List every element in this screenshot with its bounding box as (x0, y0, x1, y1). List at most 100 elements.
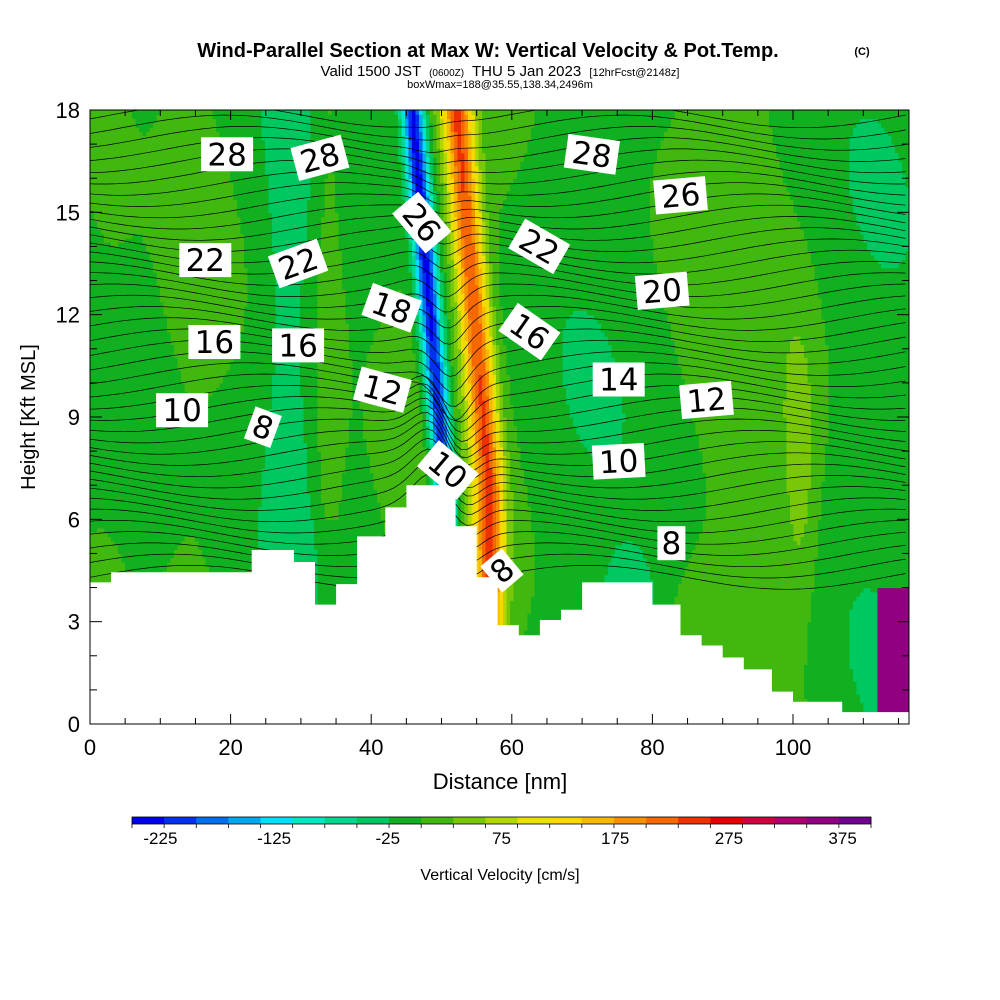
colorbar-swatch (774, 817, 808, 824)
theta-contour-line (90, 428, 906, 481)
colorbar-swatch (356, 817, 390, 824)
colorbar-tick-label: -225 (143, 829, 177, 848)
colorbar-tick-label: 375 (828, 829, 856, 848)
theta-label: 12 (679, 380, 734, 421)
theta-label-text: 28 (207, 137, 246, 173)
theta-label-text: 14 (599, 363, 638, 399)
colorbar-swatch (517, 817, 551, 824)
theta-contour-line (90, 317, 906, 361)
colorbar-swatch (806, 817, 840, 824)
colorbar-swatch (646, 817, 679, 824)
colorbar-swatch (613, 817, 647, 824)
y-axis-label: Height [Kft MSL] (18, 344, 40, 490)
colorbar-tick-label: 75 (492, 829, 511, 848)
theta-contour-line (90, 419, 906, 474)
colorbar-label: Vertical Velocity [cm/s] (420, 867, 579, 884)
theta-label: 26 (653, 176, 708, 216)
theta-contour-line (90, 383, 906, 433)
valid-prefix: Valid 1500 JST (321, 63, 421, 80)
colorbar-swatch (228, 817, 261, 824)
y-tick-label: 9 (68, 405, 80, 430)
theta-contour-line (90, 473, 906, 523)
colorbar-swatch (421, 817, 454, 824)
theta-label-text: 28 (570, 135, 614, 176)
y-tick-label: 0 (68, 712, 80, 737)
theta-contour-line (90, 114, 906, 141)
colorbar-frame (131, 816, 872, 825)
theta-contour-line (90, 306, 906, 345)
y-tick-label: 18 (56, 98, 80, 123)
theta-label-text: 26 (659, 177, 701, 216)
valid-time: Valid 1500 JST (0600Z) THU 5 Jan 2023 [1… (321, 63, 680, 80)
theta-contour-line (90, 204, 906, 230)
theta-contour-line (90, 126, 906, 153)
colorbar-swatch (260, 817, 294, 824)
y-tick-label: 3 (68, 610, 80, 635)
theta-label: 8 (657, 526, 686, 562)
colorbar-swatch (838, 817, 872, 824)
forecast-info: [12hrFcst@2148z] (589, 67, 679, 79)
theta-contour-line (90, 373, 906, 423)
colorbar-swatch (549, 817, 583, 824)
theta-label-text: 12 (685, 381, 727, 420)
x-tick-label: 40 (359, 735, 383, 760)
colorbar-swatch (196, 817, 229, 824)
colorbar-swatch (132, 817, 165, 824)
valid-date: THU 5 Jan 2023 (472, 63, 581, 80)
theta-label: 16 (188, 325, 241, 361)
colorbar-swatch (453, 817, 486, 824)
theta-label-text: 20 (641, 272, 683, 311)
terrain (90, 485, 909, 724)
theta-contour-line (90, 294, 906, 329)
colorbar-swatch (710, 817, 743, 824)
colorbar-swatch (581, 817, 615, 824)
theta-contour-line (90, 501, 906, 545)
x-tick-label: 0 (84, 735, 96, 760)
theta-label-text: 10 (162, 393, 201, 429)
x-tick-label: 20 (218, 735, 242, 760)
colorbar: -225 -125 -25 75 175 275 375 (131, 816, 872, 848)
x-tick-label: 60 (500, 735, 524, 760)
theta-label: 14 (592, 362, 645, 399)
colorbar-swatch (389, 817, 422, 824)
theta-contour-line (90, 397, 906, 451)
axes: 0 20 40 60 80 100 0 3 6 9 12 15 18 (56, 98, 909, 760)
theta-contour-line (90, 515, 906, 556)
theta-contour-line (90, 362, 906, 421)
x-tick-label: 80 (640, 735, 664, 760)
x-axis-label: Distance [nm] (433, 769, 568, 794)
theta-contour-line (90, 110, 906, 129)
colorbar-swatch (164, 817, 197, 824)
colorbar-swatch (742, 817, 776, 824)
theta-contour-line (90, 182, 906, 207)
theta-label: 28 (563, 133, 621, 176)
theta-contour-line (90, 193, 906, 219)
theta-contour-line (90, 448, 906, 500)
y-tick-label: 15 (56, 200, 80, 225)
colorbar-tick-label: 275 (715, 829, 743, 848)
theta-label: 28 (201, 137, 254, 173)
theta-contour-line (90, 530, 906, 568)
theta-contour-line (90, 261, 906, 286)
theta-contour-line (90, 214, 906, 241)
theta-contour-line (90, 412, 906, 466)
theta-label-text: 16 (195, 325, 234, 361)
theta-contour-line (90, 460, 906, 511)
y-tick-label: 12 (56, 303, 80, 328)
theta-contour-line (90, 272, 906, 298)
theta-contour-line (90, 437, 906, 489)
colorbar-tick-label: -25 (376, 829, 401, 848)
colorbar-tick-label: 175 (601, 829, 629, 848)
chart-title: Wind-Parallel Section at Max W: Vertical… (197, 40, 778, 62)
theta-label: 18 (361, 282, 422, 333)
colorbar-swatch (678, 817, 711, 824)
theta-label: 10 (416, 440, 479, 500)
colorbar-swatch (324, 817, 358, 824)
theta-label-text: 16 (278, 328, 317, 364)
colorbar-swatch (292, 817, 326, 824)
theta-contour-line (90, 390, 906, 442)
x-tick-label: 100 (775, 735, 812, 760)
